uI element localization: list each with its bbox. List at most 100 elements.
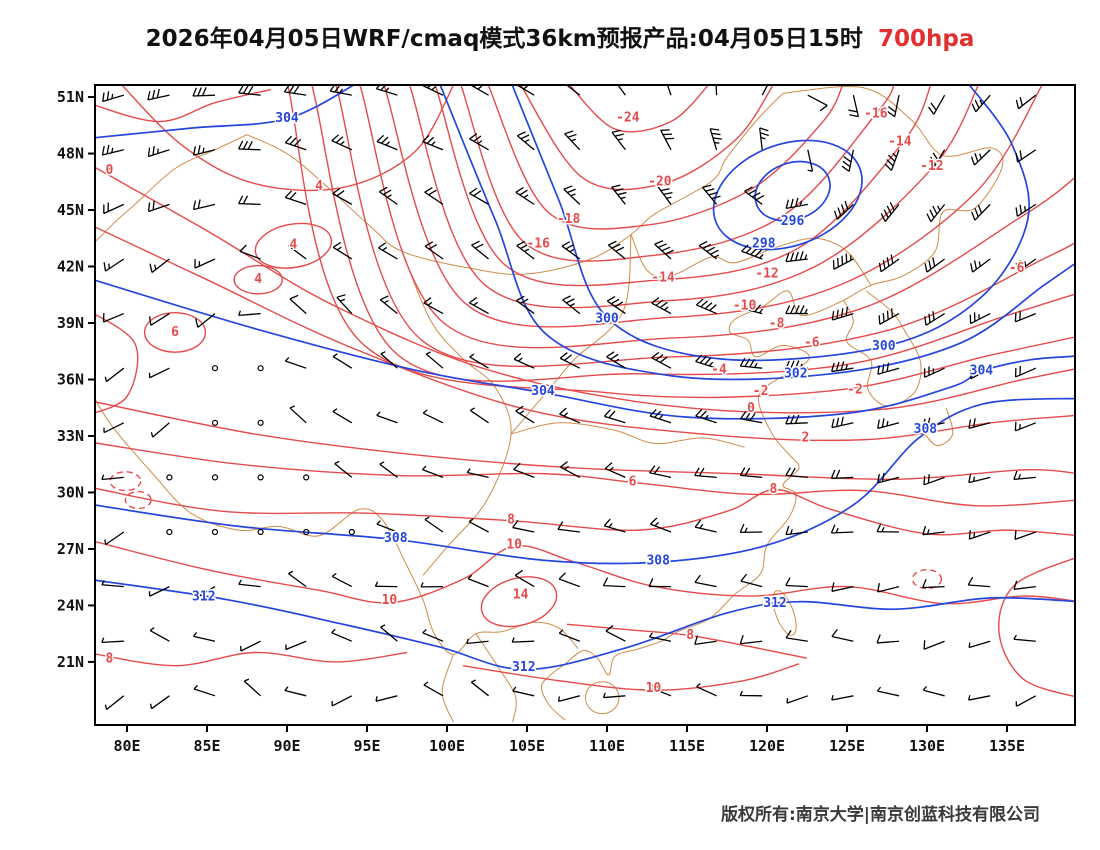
temperature-contour xyxy=(287,85,1075,399)
barb-full-tick xyxy=(831,418,835,428)
barb-full-tick xyxy=(876,523,882,533)
barb-full-tick xyxy=(745,301,752,310)
barb-full-tick xyxy=(1019,150,1023,160)
barb-full-tick xyxy=(151,89,156,99)
wind-barb xyxy=(467,574,489,588)
wind-barb xyxy=(969,312,991,325)
barb-staff xyxy=(922,422,945,429)
barb-full-tick xyxy=(785,360,790,370)
barb-full-tick xyxy=(923,640,926,650)
barb-staff xyxy=(423,684,444,697)
barb-full-tick xyxy=(192,200,197,210)
barb-full-tick xyxy=(558,572,566,580)
barb-full-tick xyxy=(712,137,722,140)
temperature-contours-layer xyxy=(95,85,1075,698)
height-contour-label: 308 xyxy=(646,554,670,569)
barb-half-tick xyxy=(892,152,897,158)
barb-full-tick xyxy=(971,211,976,221)
barb-staff xyxy=(650,687,672,697)
barb-full-tick xyxy=(819,104,828,112)
barb-staff xyxy=(243,680,262,697)
barb-full-tick xyxy=(655,354,664,361)
barb-full-tick xyxy=(840,361,845,371)
barb-full-tick xyxy=(242,140,249,150)
barb-half-tick xyxy=(704,414,709,420)
temperature-contour-label: -6 xyxy=(804,335,820,350)
barb-staff xyxy=(698,245,717,260)
axes-layer: 80E 85E 90E 95E 100E 105E 110E 115E 120E 125E 130E… xyxy=(57,84,1076,755)
wind-barb xyxy=(831,306,854,321)
height-contour-label: 302 xyxy=(784,366,807,381)
barb-half-tick xyxy=(379,461,385,465)
barb-half-tick xyxy=(658,414,664,420)
wind-barb xyxy=(332,241,353,260)
barb-staff xyxy=(1013,585,1036,590)
barb-staff xyxy=(975,94,991,113)
calm-circle xyxy=(303,528,310,536)
temperature-contour xyxy=(95,540,1075,605)
wind-barb xyxy=(376,134,398,151)
barb-full-tick xyxy=(567,133,577,138)
x-tick-label: 95E xyxy=(353,737,380,755)
barb-staff xyxy=(709,128,718,150)
barb-full-tick xyxy=(739,357,746,367)
barb-staff xyxy=(740,640,763,645)
barb-half-tick xyxy=(667,83,672,84)
barb-half-tick xyxy=(758,308,764,314)
wind-barb xyxy=(696,682,717,697)
barb-full-tick xyxy=(612,76,621,78)
barb-staff xyxy=(831,531,854,534)
wind-barb xyxy=(332,353,353,369)
barb-staff xyxy=(785,584,808,588)
barb-staff xyxy=(1016,203,1037,217)
calm-circle xyxy=(257,419,264,426)
wind-barb xyxy=(830,524,854,534)
barb-staff xyxy=(334,463,353,478)
wind-barb xyxy=(194,258,216,269)
barb-staff xyxy=(890,149,900,171)
barb-half-tick xyxy=(666,196,672,199)
barb-full-tick xyxy=(1015,207,1018,217)
wind-barb xyxy=(605,625,626,642)
temperature-contour xyxy=(568,85,710,133)
barb-staff xyxy=(695,526,717,533)
barb-half-tick xyxy=(466,468,471,473)
barb-full-tick xyxy=(156,88,160,98)
wind-barb xyxy=(560,461,581,478)
barb-half-tick xyxy=(614,358,620,363)
barb-staff xyxy=(331,632,353,642)
barb-staff xyxy=(239,250,261,260)
barb-full-tick xyxy=(841,165,850,172)
barb-full-tick xyxy=(923,475,926,485)
barb-half-tick xyxy=(431,86,437,91)
x-tick-label: 135E xyxy=(989,737,1025,755)
barb-half-tick xyxy=(108,263,111,269)
barb-full-tick xyxy=(785,577,791,586)
wind-barb xyxy=(651,297,672,315)
barb-full-tick xyxy=(562,78,570,82)
barb-full-tick xyxy=(559,352,568,359)
barb-full-tick xyxy=(830,524,836,534)
barb-full-tick xyxy=(469,297,478,304)
barb-staff xyxy=(469,138,489,151)
barb-full-tick xyxy=(559,407,567,415)
barb-staff xyxy=(973,149,991,166)
barb-full-tick xyxy=(514,569,524,576)
barb-staff xyxy=(512,526,535,533)
wind-barbs-layer xyxy=(101,76,1037,711)
barb-staff xyxy=(848,149,855,172)
barb-full-tick xyxy=(428,189,437,196)
barb-half-tick xyxy=(424,516,430,521)
wind-barb xyxy=(967,695,991,701)
barb-full-tick xyxy=(659,356,668,363)
barb-staff xyxy=(425,353,444,369)
wind-barb xyxy=(149,627,170,642)
barb-full-tick xyxy=(922,418,926,428)
barb-full-tick xyxy=(560,461,568,468)
barb-staff xyxy=(105,258,125,272)
wind-barb xyxy=(785,305,808,315)
barb-half-tick xyxy=(881,527,885,533)
barb-full-tick xyxy=(711,195,721,200)
barb-full-tick xyxy=(740,411,747,420)
barb-staff xyxy=(379,463,398,478)
